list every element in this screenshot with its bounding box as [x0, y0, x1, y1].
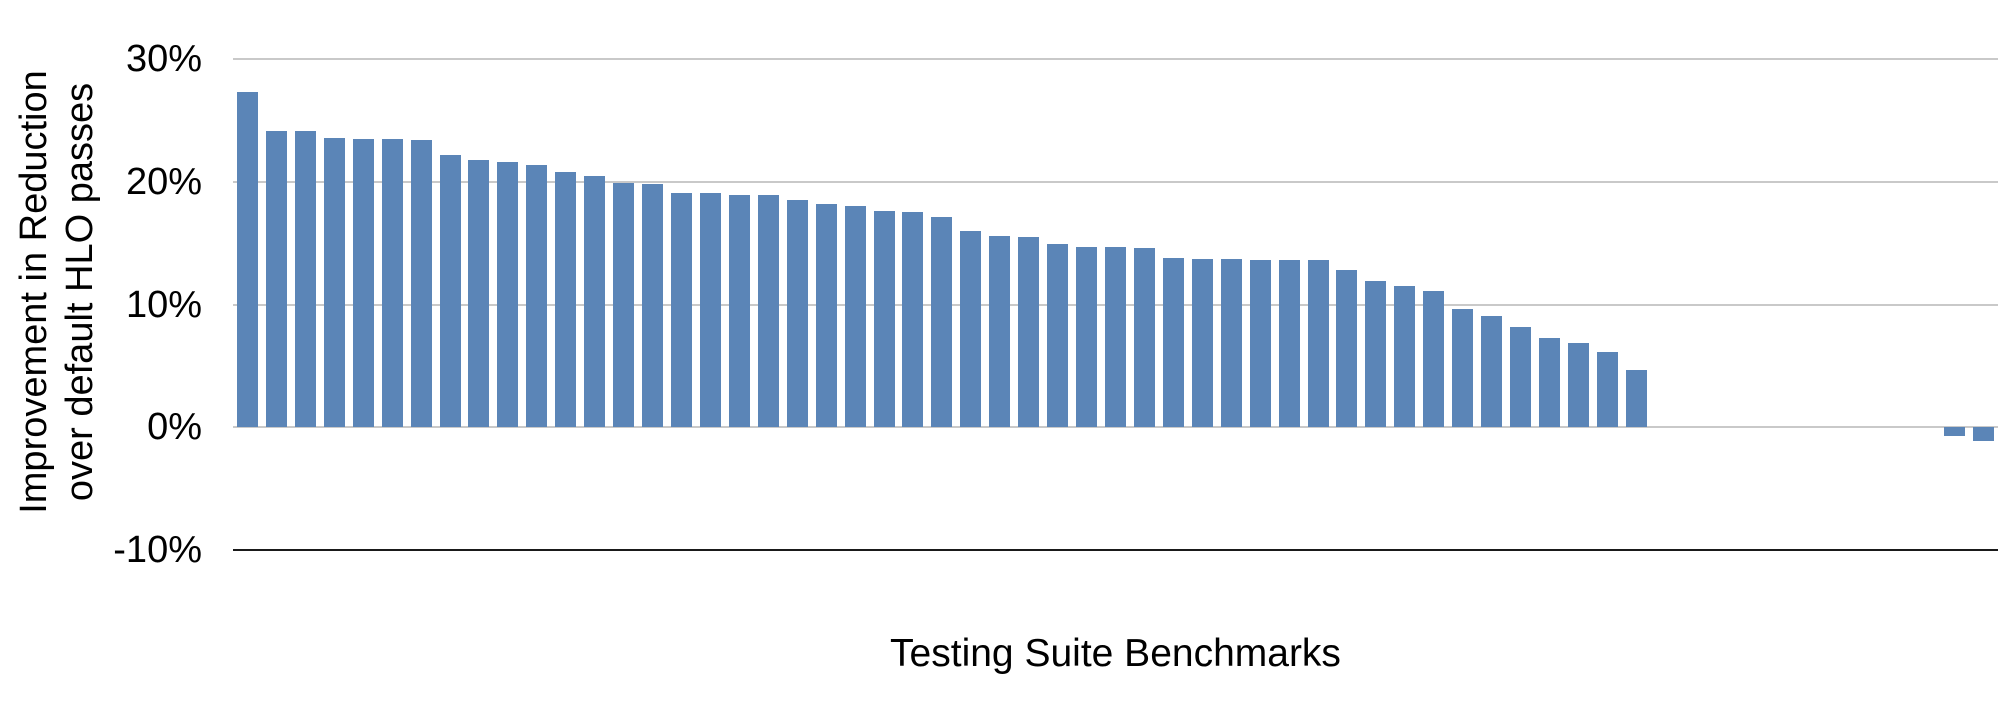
bar [1625, 369, 1647, 428]
bar [786, 200, 808, 428]
bar [699, 192, 721, 428]
bar [1423, 290, 1445, 428]
bar [1452, 309, 1474, 428]
bar [1162, 257, 1184, 428]
bar [1105, 246, 1126, 428]
bar [1133, 248, 1155, 428]
bar [526, 164, 548, 428]
bar [439, 154, 461, 428]
bar [1307, 260, 1329, 428]
bar [410, 140, 432, 428]
bar [584, 175, 606, 428]
bar [1336, 270, 1358, 428]
bar [670, 192, 692, 428]
bar [728, 195, 750, 428]
y-axis-tick-labels: 30% 20% 10% 0% -10% [0, 0, 202, 706]
bar [1365, 281, 1387, 428]
bar [1510, 326, 1532, 428]
bar [236, 92, 258, 428]
bar [1394, 286, 1416, 428]
bar [815, 203, 837, 428]
x-axis-baseline [233, 549, 1998, 551]
bar [1076, 246, 1098, 428]
bar [1047, 244, 1069, 428]
plot-area [233, 58, 1998, 551]
bar [1481, 315, 1503, 428]
bar [642, 184, 664, 428]
bar [873, 211, 895, 428]
bar [902, 212, 924, 428]
y-axis-tick-label-10%: 10% [125, 283, 202, 326]
bar [1018, 236, 1040, 428]
bar [931, 217, 953, 428]
bar [294, 131, 316, 428]
bar [381, 138, 403, 428]
bar [1596, 352, 1618, 428]
bar [1973, 427, 1995, 441]
bar [497, 162, 519, 428]
gridline-0% [233, 426, 1998, 429]
gridline-30% [233, 58, 1998, 60]
bar [265, 131, 287, 428]
y-axis-tick-label-20%: 20% [125, 160, 202, 203]
bar [468, 159, 490, 428]
bar [323, 137, 345, 428]
y-axis-tick-label-30%: 30% [125, 38, 202, 80]
gridline-20% [233, 180, 1998, 183]
bar [757, 195, 779, 428]
bar [960, 230, 982, 428]
bar [613, 182, 635, 428]
bar [1567, 342, 1589, 428]
bar [1278, 260, 1300, 428]
x-axis-title: Testing Suite Benchmarks [890, 632, 1341, 675]
bar [1191, 259, 1213, 428]
bar [1944, 427, 1966, 436]
bar [1539, 337, 1561, 428]
bar [989, 235, 1011, 428]
bar [844, 206, 866, 428]
y-axis-tick-label-0%: 0% [147, 406, 202, 449]
bar [555, 171, 577, 428]
bar [1220, 259, 1242, 428]
bar [352, 138, 374, 428]
y-axis-tick-label--10%: -10% [113, 529, 202, 571]
bar [1249, 260, 1271, 428]
